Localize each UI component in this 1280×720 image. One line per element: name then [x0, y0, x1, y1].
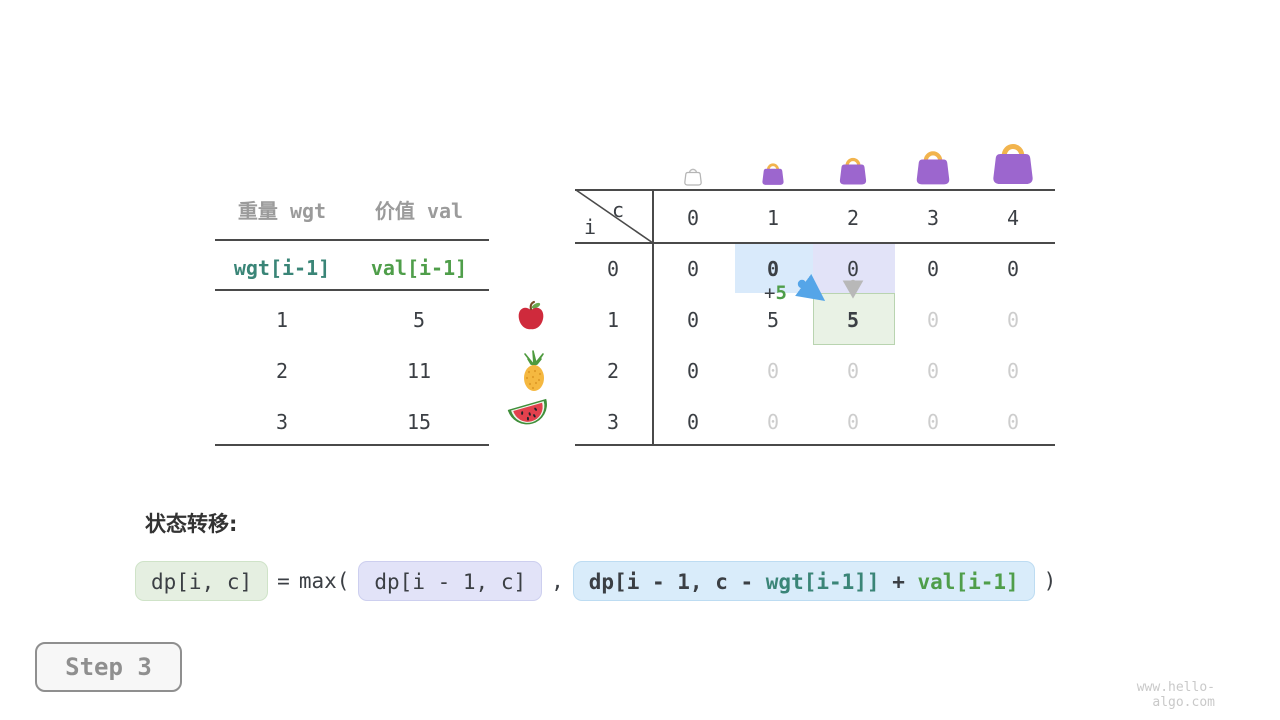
items-table-rule-mid	[215, 289, 489, 291]
dp-cell-source-left: 0	[766, 257, 780, 281]
item-val-value: 15	[406, 410, 432, 434]
step-button[interactable]: Step 3	[35, 642, 182, 692]
formula-arg-take-val: val[i-1]	[917, 570, 1019, 594]
dp-cell: 0	[926, 308, 940, 332]
bag-icon-3	[913, 143, 953, 186]
formula-arg-take: dp[i - 1, c - wgt[i-1]] + val[i-1]	[572, 561, 1035, 601]
dp-cell: 0	[766, 410, 780, 434]
dp-cell: 0	[1006, 257, 1020, 281]
dp-table-rule-vertical	[652, 189, 654, 446]
dp-cell: 0	[1006, 359, 1020, 383]
formula-arg-take-wgt: wgt[i-1]]	[765, 570, 880, 594]
items-table-rule-bottom	[215, 444, 489, 446]
axis-label-c: c	[611, 198, 625, 222]
items-header-val: val[i-1]	[370, 256, 468, 280]
formula-close-paren: )	[1043, 569, 1057, 593]
bag-icon-1	[760, 158, 786, 186]
dp-cell-source-above: 0	[846, 257, 860, 281]
dp-cell: 0	[686, 257, 700, 281]
dp-row-header: 2	[606, 359, 620, 383]
pineapple-icon	[518, 350, 550, 392]
formula-equals: =	[277, 569, 290, 593]
formula-arg-skip: dp[i - 1, c]	[358, 561, 543, 601]
dp-cell: 0	[1006, 410, 1020, 434]
item-val-value: 11	[406, 359, 432, 383]
item-wgt-value: 3	[275, 410, 289, 434]
dp-cell: 5	[766, 308, 780, 332]
watermark: www.hello-algo.com	[1136, 680, 1215, 710]
apple-icon	[516, 300, 546, 334]
formula-arg-take-prefix: dp[i - 1, c -	[588, 570, 766, 594]
item-val-value: 5	[412, 308, 426, 332]
dp-table-rule-bottom	[575, 444, 1055, 446]
dp-col-header: 4	[1006, 206, 1020, 230]
items-col-value-title: 价值 val	[374, 199, 464, 223]
state-transition-label: 状态转移:	[145, 512, 238, 536]
dp-cell: 0	[1006, 308, 1020, 332]
item-wgt-value: 1	[275, 308, 289, 332]
plus-sign: +	[764, 282, 776, 304]
dp-cell: 0	[846, 410, 860, 434]
dp-cell: 0	[766, 359, 780, 383]
highlight-cell-current	[813, 293, 895, 345]
items-table-rule-top	[215, 239, 489, 241]
dp-col-header: 0	[686, 206, 700, 230]
formula-lhs: dp[i, c]	[135, 561, 269, 601]
dp-row-header: 0	[606, 257, 620, 281]
add-value-annotation: +5	[764, 282, 787, 304]
dp-cell: 0	[926, 257, 940, 281]
axis-label-i: i	[583, 215, 597, 239]
dp-col-header: 1	[766, 206, 780, 230]
dp-col-header: 3	[926, 206, 940, 230]
items-header-wgt: wgt[i-1]	[233, 256, 331, 280]
formula-comma: ,	[551, 569, 564, 593]
formula-max-open: max(	[298, 569, 350, 593]
bag-empty-icon	[683, 164, 703, 186]
dp-table-rule-header	[575, 242, 1055, 244]
dp-row-header: 3	[606, 410, 620, 434]
dp-cell: 0	[686, 410, 700, 434]
item-wgt-value: 2	[275, 359, 289, 383]
items-col-weight-title: 重量 wgt	[237, 199, 327, 223]
bag-icon-4	[989, 134, 1037, 186]
bag-icon-2	[837, 151, 869, 186]
formula-arg-take-plus: +	[879, 570, 918, 594]
state-transition-formula: dp[i, c] = max( dp[i - 1, c] , dp[i - 1,…	[135, 560, 1056, 602]
dp-cell: 0	[846, 359, 860, 383]
dp-table-rule-top	[575, 189, 1055, 191]
dp-col-header: 2	[846, 206, 860, 230]
watermelon-icon	[505, 396, 554, 433]
dp-cell: 0	[926, 359, 940, 383]
added-value: 5	[775, 282, 787, 304]
dp-cell: 0	[686, 308, 700, 332]
dp-cell: 0	[686, 359, 700, 383]
dp-cell-current: 5	[846, 308, 860, 332]
dp-cell: 0	[926, 410, 940, 434]
dp-row-header: 1	[606, 308, 620, 332]
